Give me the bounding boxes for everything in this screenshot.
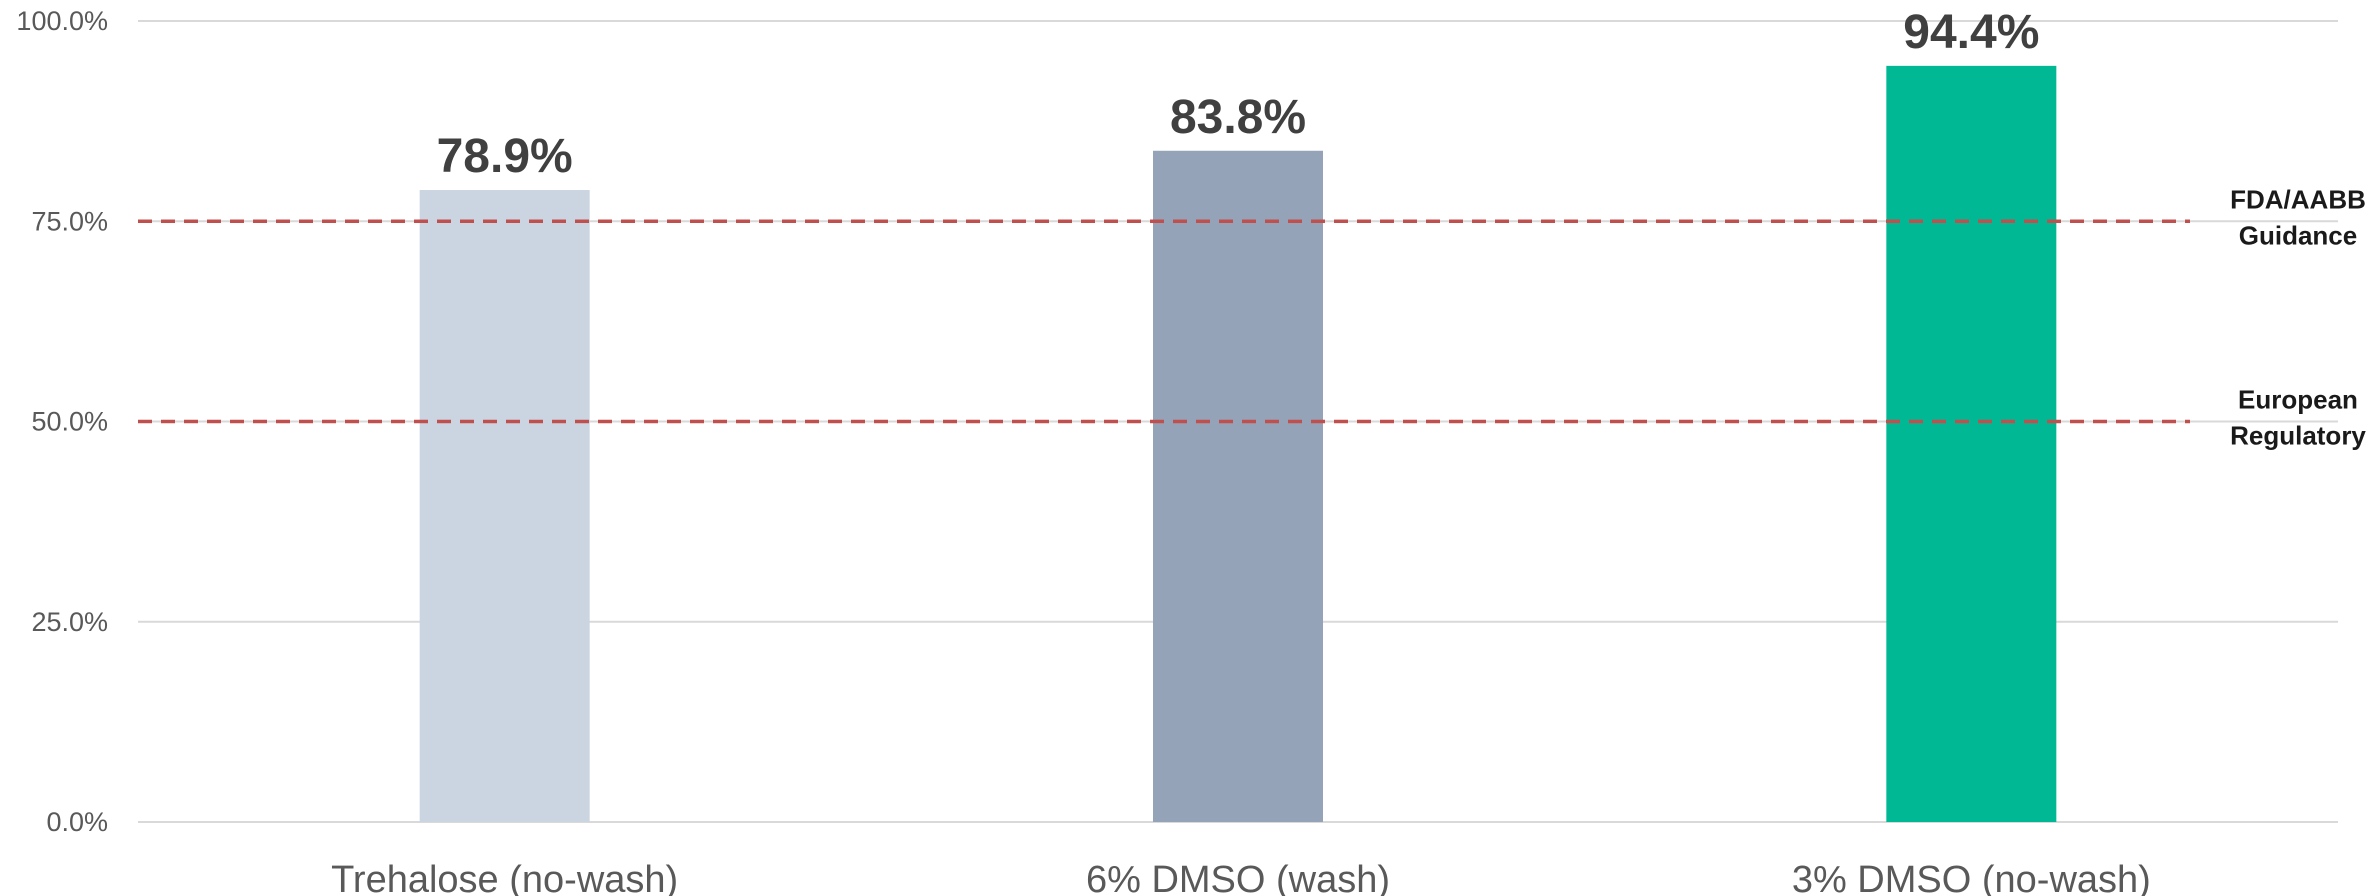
bar — [1886, 65, 2057, 822]
reference-line-label: Guidance — [2239, 220, 2357, 250]
bars — [419, 65, 2057, 823]
y-tick-label: 75.0% — [31, 206, 108, 236]
x-tick-label: 3% DMSO (no-wash) — [1792, 859, 2151, 896]
data-label: 83.8% — [1170, 91, 1306, 144]
reference-line-label: FDA/AABB — [2230, 184, 2366, 214]
y-tick-label: 0.0% — [46, 807, 108, 837]
y-tick-label: 100.0% — [16, 6, 108, 36]
reference-line-label: Regulatory — [2230, 421, 2366, 451]
data-label: 78.9% — [437, 130, 573, 183]
y-axis: 0.0% 25.0% 50.0% 75.0% 100.0% — [16, 6, 108, 837]
data-labels: 78.9% 83.8% 94.4% — [437, 6, 2040, 183]
reference-lines: FDA/AABB Guidance European Regulatory — [138, 184, 2366, 451]
bar — [419, 190, 590, 823]
reference-line-label: European — [2238, 385, 2358, 415]
y-tick-label: 50.0% — [31, 407, 108, 437]
x-tick-label: 6% DMSO (wash) — [1086, 859, 1390, 896]
data-label: 94.4% — [1903, 6, 2039, 59]
y-tick-label: 25.0% — [31, 607, 108, 637]
bar — [1153, 150, 1323, 823]
x-axis: Trehalose (no-wash) 6% DMSO (wash) 3% DMSO… — [331, 859, 2151, 896]
x-tick-label: Trehalose (no-wash) — [331, 859, 678, 896]
